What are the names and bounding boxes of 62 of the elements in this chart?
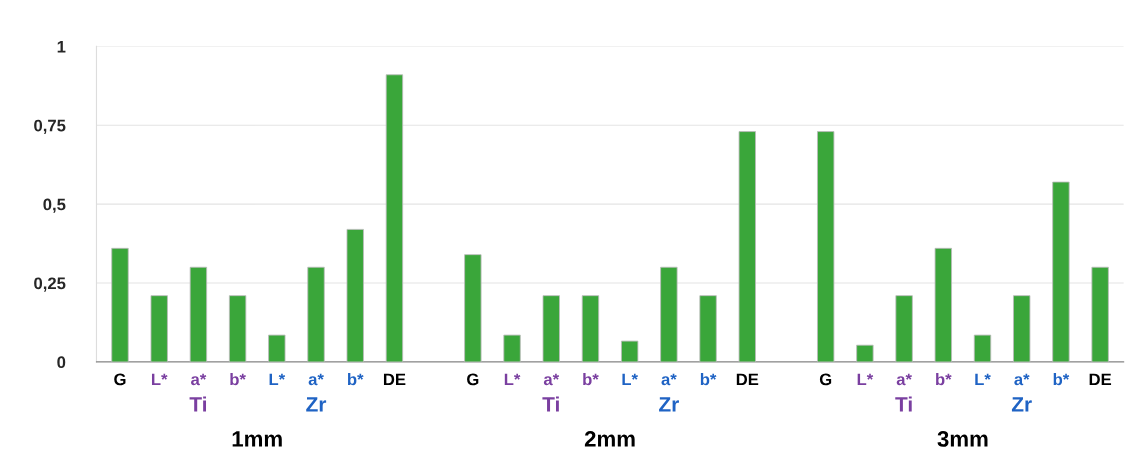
bar xyxy=(738,131,756,362)
x-tick-label: L* xyxy=(151,373,168,386)
text: Zr xyxy=(659,397,679,412)
bar xyxy=(228,295,247,362)
x-tick-label: G xyxy=(467,373,479,386)
x-tick-label: a* xyxy=(896,373,912,386)
bar xyxy=(464,254,482,362)
bar xyxy=(581,295,600,362)
bar xyxy=(111,247,129,362)
x-tick-label: a* xyxy=(661,373,677,386)
text: 2mm xyxy=(584,431,635,447)
bar xyxy=(973,334,992,362)
bar xyxy=(660,266,678,362)
x-tick-label: a* xyxy=(543,373,560,386)
x-tick-label: L* xyxy=(622,373,638,386)
bar xyxy=(503,334,521,362)
y-tick-label: 1 xyxy=(57,40,66,53)
x-tick-label: DE xyxy=(736,373,759,386)
bar xyxy=(1013,295,1031,362)
x-tick-label: DE xyxy=(383,373,406,386)
x-tick-label: b* xyxy=(1053,373,1070,386)
bar xyxy=(621,340,639,362)
x-tick-label: L* xyxy=(857,373,874,386)
x-tick-label: b* xyxy=(583,373,599,386)
x-tick-label: L* xyxy=(975,373,991,386)
bar xyxy=(1091,266,1109,362)
x-tick-label: b* xyxy=(700,373,717,386)
text: Ti xyxy=(542,396,559,412)
bar xyxy=(346,228,364,362)
bar xyxy=(268,334,286,362)
x-tick-label: a* xyxy=(1014,373,1030,386)
x-tick-label: a* xyxy=(191,373,207,386)
text: Ti xyxy=(895,396,912,412)
x-tick-label: L* xyxy=(504,373,521,386)
text: Zr xyxy=(306,397,327,412)
x-tick-label: G xyxy=(114,373,126,386)
x-tick-label: L* xyxy=(269,373,286,386)
text: 3mm xyxy=(937,431,988,447)
x-tick-label: G xyxy=(819,373,832,386)
x-tick-label: b* xyxy=(230,373,246,386)
y-tick-label: 0,5 xyxy=(43,198,66,213)
bar xyxy=(385,74,404,362)
y-tick-label: 0,25 xyxy=(34,277,66,292)
y-tick-label: 0 xyxy=(57,356,66,369)
x-tick-label: b* xyxy=(347,373,364,386)
bar xyxy=(307,266,325,362)
text: Zr xyxy=(1011,397,1032,412)
text: Ti xyxy=(189,396,207,412)
bar xyxy=(895,295,913,362)
bar xyxy=(817,131,835,362)
bar xyxy=(1052,181,1070,362)
bar xyxy=(934,247,952,362)
x-tick-label: a* xyxy=(308,373,324,386)
bar xyxy=(150,295,168,362)
x-tick-label: b* xyxy=(936,373,952,386)
x-tick-label: DE xyxy=(1089,373,1112,386)
text: 1mm xyxy=(232,431,282,447)
y-tick-label: 0,75 xyxy=(34,119,66,134)
bar xyxy=(542,295,560,362)
bar xyxy=(856,344,874,362)
bar xyxy=(699,295,717,362)
bar xyxy=(189,266,208,362)
